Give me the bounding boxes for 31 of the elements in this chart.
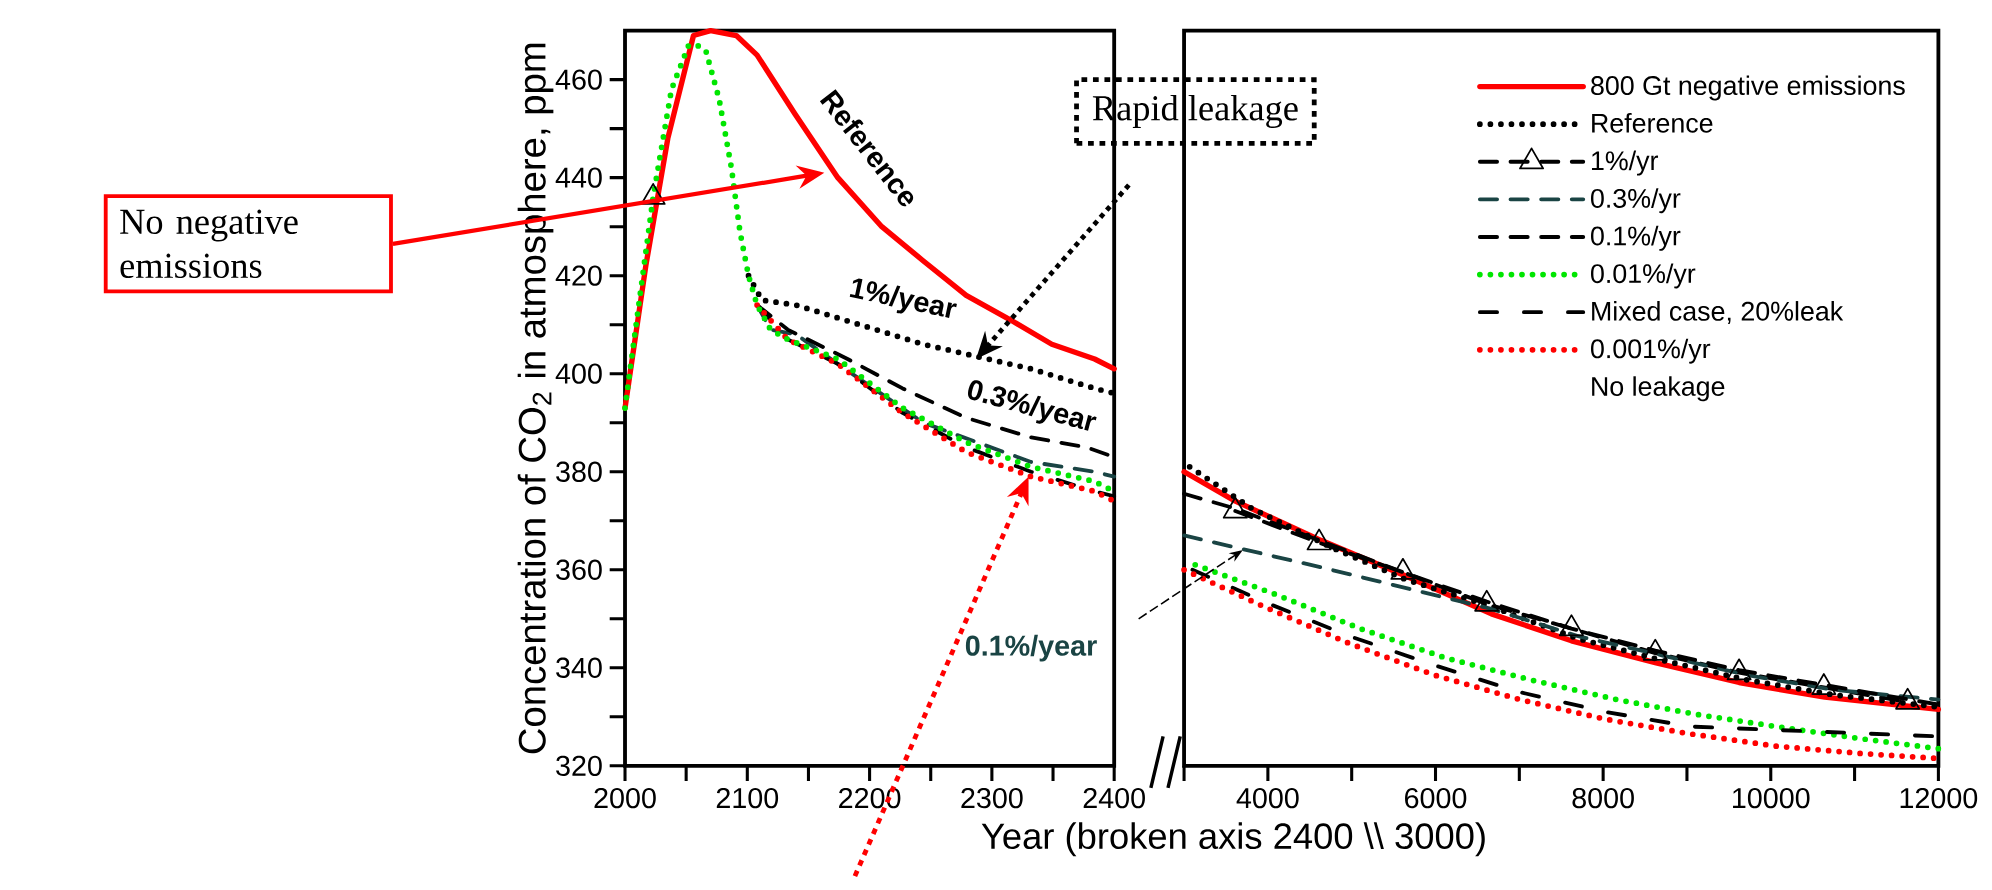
legend-label: Mixed case, 20%leak <box>1592 300 1844 324</box>
x-tick-label: 12000 <box>1900 787 1978 809</box>
legend-label: 800 Gt negative emissions <box>1591 75 1905 101</box>
y-tick-label: 380 <box>556 461 602 482</box>
annotation: No leakage <box>1592 376 1725 402</box>
annotation: 1%/year <box>849 278 957 318</box>
x-tick-label: 2000 <box>594 787 656 809</box>
legend-label: 0.3%/yr <box>1591 188 1681 214</box>
x-tick-label: 8000 <box>1572 787 1634 809</box>
y-tick-label: 360 <box>556 559 602 580</box>
x-tick-label: 4000 <box>1236 787 1299 809</box>
y-axis-title: Concentration of CO$_{2}$ in atmosphere, ppm <box>517 43 554 754</box>
x-tick-label: 2300 <box>961 787 1023 809</box>
annotation: 0.1%/year <box>965 634 1097 662</box>
y-tick-label: 420 <box>555 265 602 286</box>
legend-label: Reference <box>1592 112 1713 133</box>
legend-label: 0.1%/yr <box>1591 225 1681 251</box>
y-tick-label: 340 <box>556 657 602 678</box>
x-tick-label: 2400 <box>1083 787 1145 809</box>
legend-label: 0.01%/yr <box>1591 263 1696 289</box>
y-tick-label: 460 <box>555 69 602 90</box>
x-tick-label: 6000 <box>1405 787 1467 809</box>
x-axis-title: Year (broken axis 2400 \\ 3000) <box>981 822 1485 857</box>
legend-label: 1%/yr <box>1591 150 1659 176</box>
y-tick-label: 400 <box>555 363 602 384</box>
text: No negative emissions <box>120 209 298 278</box>
y-tick-label: 320 <box>556 755 602 776</box>
y-tick-label: 440 <box>555 167 602 188</box>
legend-label: 0.001%/yr <box>1591 338 1711 364</box>
x-tick-label: 2100 <box>716 787 779 809</box>
x-tick-label: 10000 <box>1733 787 1810 809</box>
